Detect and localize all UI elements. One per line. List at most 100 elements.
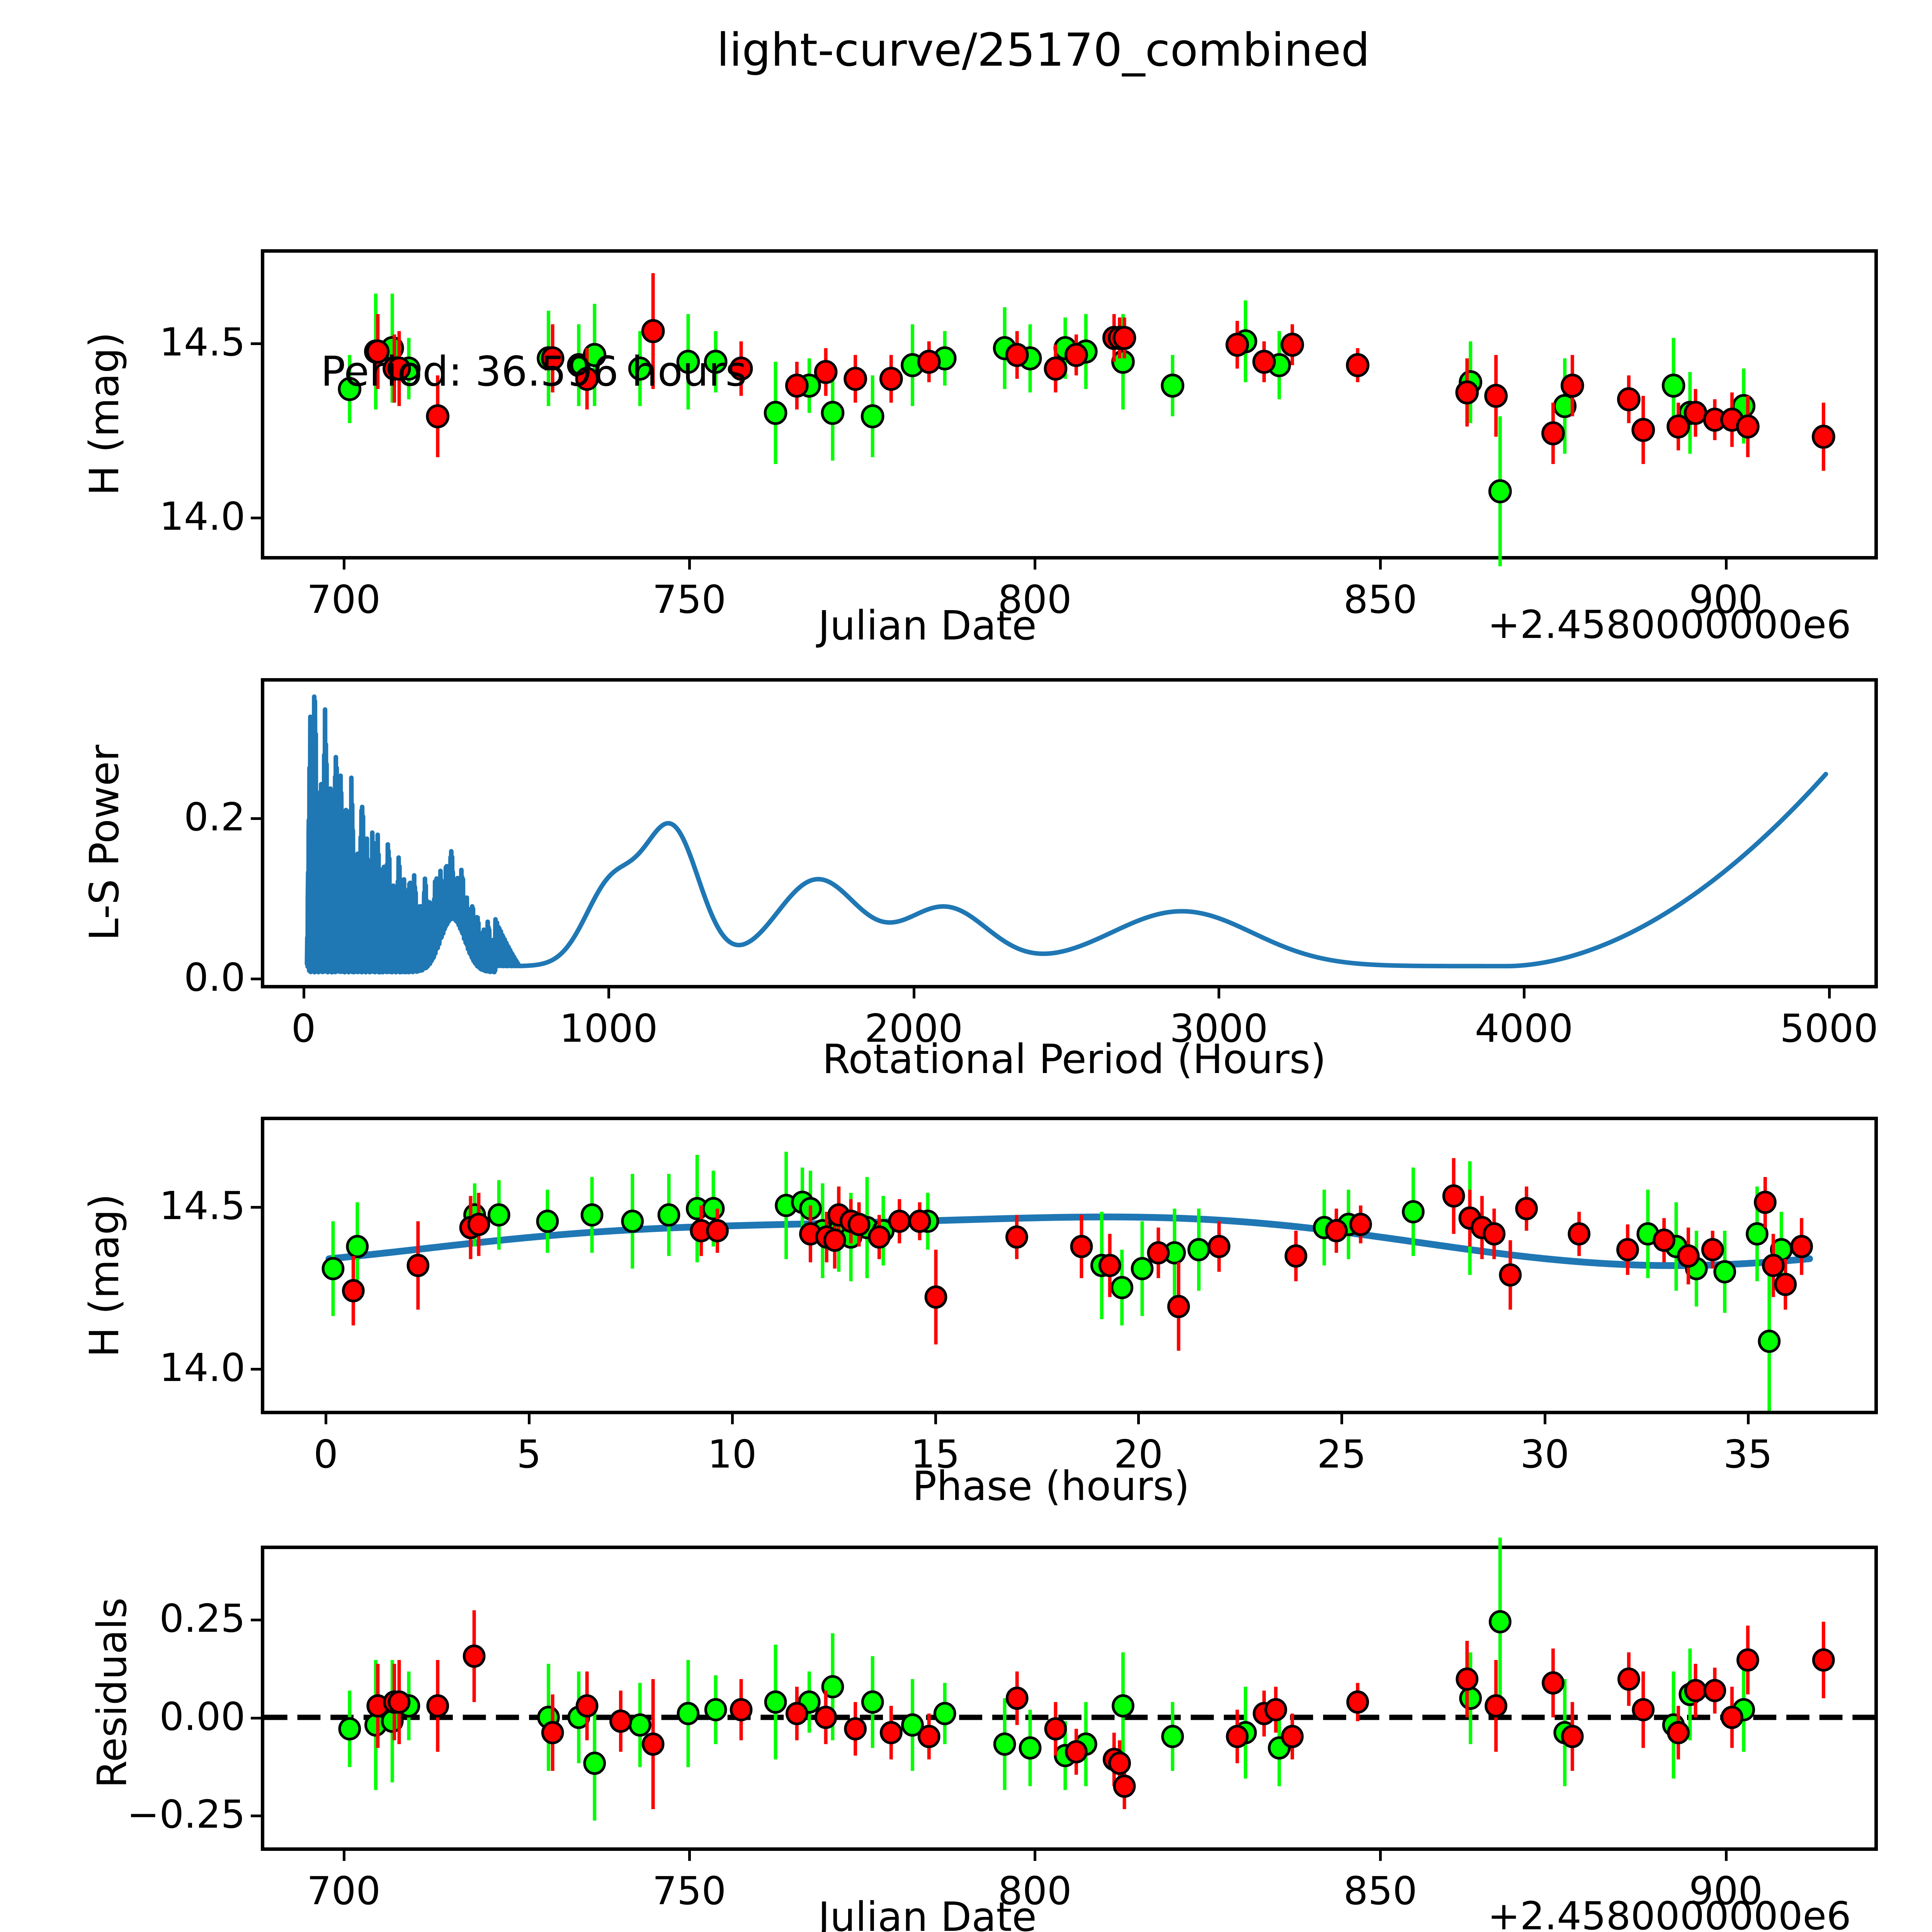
data-point — [628, 356, 652, 381]
data-point — [1252, 350, 1276, 374]
data-point — [583, 1752, 606, 1775]
axis-tick-mark — [251, 978, 261, 981]
data-point — [706, 1219, 729, 1243]
axis-tick-mark — [1828, 988, 1831, 998]
data-point — [388, 1690, 411, 1714]
residuals-plot-area — [264, 1537, 1874, 1821]
data-point — [704, 1698, 727, 1721]
data-point — [1667, 414, 1690, 439]
data-point — [1632, 1698, 1655, 1721]
data-point — [1005, 1225, 1028, 1249]
data-point — [1402, 1200, 1425, 1224]
series-red-survey — [366, 273, 1835, 471]
data-point — [426, 1694, 449, 1718]
data-point — [821, 1675, 844, 1699]
data-point — [1070, 1235, 1093, 1259]
data-point — [879, 367, 903, 391]
data-point — [1483, 1222, 1506, 1246]
axis-tick-mark — [1034, 1851, 1037, 1861]
data-point — [847, 1213, 871, 1236]
data-point — [1005, 1686, 1029, 1710]
axis-tick-mark — [342, 1851, 345, 1861]
data-point — [487, 1203, 510, 1227]
data-point — [1753, 1190, 1777, 1214]
series-green-survey — [338, 1537, 1755, 1821]
data-point — [426, 404, 450, 429]
data-point — [1147, 1241, 1170, 1265]
data-point — [1346, 353, 1370, 378]
data-point — [1226, 1725, 1249, 1748]
lightcurve-ylabel: H (mag) — [81, 332, 128, 496]
axis-tick-mark — [251, 817, 261, 820]
axis-tick-mark — [1034, 560, 1037, 570]
data-point — [1064, 343, 1088, 367]
axis-tick-mark — [607, 988, 611, 998]
data-point — [1208, 1235, 1231, 1259]
data-point — [1442, 1184, 1465, 1208]
data-point — [1098, 1253, 1121, 1277]
phasefold-xlabel: Phase (hours) — [912, 1463, 1190, 1510]
data-point — [1485, 1694, 1507, 1718]
data-point — [1284, 1244, 1308, 1268]
lightcurve-x-offset-text: +2.4580000000e6 — [1488, 602, 1851, 647]
data-point — [575, 367, 599, 391]
data-point — [1225, 333, 1249, 357]
axis-tick-mark — [1747, 1414, 1750, 1424]
data-point — [861, 1690, 884, 1714]
data-point — [676, 350, 700, 374]
axis-tick-mark — [1218, 988, 1221, 998]
data-point — [1264, 1698, 1287, 1721]
data-point — [1774, 1272, 1797, 1296]
data-point — [1736, 1648, 1759, 1672]
data-point — [1346, 1690, 1369, 1714]
data-point — [541, 1721, 564, 1745]
data-point — [814, 1706, 837, 1729]
periodogram-xlabel: Rotational Period (Hours) — [822, 1036, 1326, 1083]
axis-tick-mark — [251, 516, 261, 519]
data-point — [641, 319, 665, 344]
data-point — [1515, 1197, 1538, 1220]
data-point — [1617, 387, 1641, 412]
lightcurve-plot-area — [338, 273, 1835, 566]
data-point — [879, 1721, 903, 1745]
data-point — [764, 1690, 787, 1714]
data-point — [868, 1225, 891, 1249]
data-point — [463, 1645, 486, 1668]
data-point — [1561, 1725, 1584, 1748]
data-point — [917, 1725, 940, 1748]
data-point — [1112, 1694, 1134, 1718]
data-point — [342, 1279, 365, 1303]
axis-tick-mark — [251, 1716, 261, 1719]
data-point — [917, 350, 941, 374]
data-point — [1703, 1679, 1726, 1702]
data-point — [1617, 1667, 1640, 1691]
data-point — [1019, 1736, 1042, 1760]
data-point — [1736, 414, 1760, 439]
axis-tick-mark — [1725, 1851, 1728, 1861]
data-point — [702, 1197, 725, 1220]
data-point — [657, 1203, 680, 1227]
data-point — [575, 1694, 599, 1718]
page-title: light-curve/25170_combined — [716, 23, 1370, 77]
axis-tick-mark — [1379, 1851, 1382, 1861]
axis-tick-mark — [688, 560, 691, 570]
residuals-xlabel: Julian Date — [818, 1893, 1037, 1932]
data-point — [1542, 1671, 1565, 1695]
data-point — [1684, 401, 1708, 425]
axis-tick-mark — [1725, 560, 1728, 570]
data-point — [1112, 326, 1136, 350]
data-point — [1713, 1260, 1736, 1284]
data-point — [1762, 1253, 1785, 1277]
data-point — [1684, 1679, 1707, 1702]
data-point — [321, 1257, 345, 1281]
data-point — [387, 356, 411, 381]
data-point — [1568, 1222, 1591, 1246]
data-point — [1790, 1235, 1813, 1259]
data-point — [1484, 384, 1508, 408]
data-point — [1758, 1330, 1781, 1353]
data-point — [785, 373, 809, 398]
data-point — [338, 1717, 361, 1741]
data-point — [764, 401, 787, 425]
data-point — [580, 1203, 604, 1227]
